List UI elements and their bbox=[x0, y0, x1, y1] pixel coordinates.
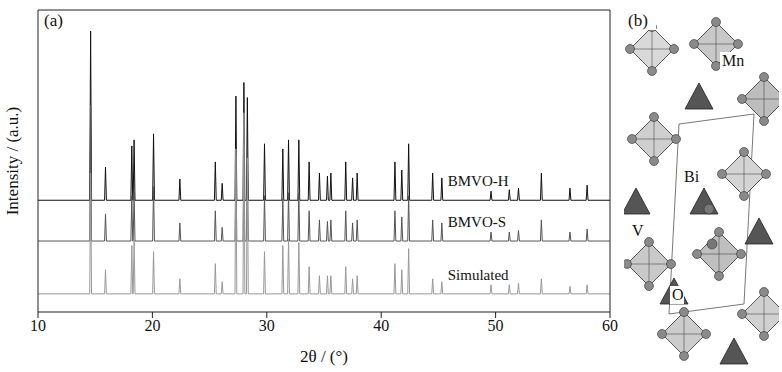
svg-text:2θ / (°): 2θ / (°) bbox=[300, 347, 348, 366]
svg-text:50: 50 bbox=[488, 317, 504, 334]
svg-text:BMVO-S: BMVO-S bbox=[448, 214, 506, 230]
svg-text:60: 60 bbox=[602, 317, 618, 334]
svg-text:Bi: Bi bbox=[684, 168, 700, 185]
svg-text:BMVO-H: BMVO-H bbox=[448, 173, 509, 189]
svg-text:V: V bbox=[632, 222, 644, 239]
svg-text:40: 40 bbox=[373, 317, 389, 334]
svg-text:(b): (b) bbox=[628, 11, 648, 30]
svg-text:10: 10 bbox=[30, 317, 46, 334]
svg-text:20: 20 bbox=[144, 317, 160, 334]
svg-text:Intensity / (a.u.): Intensity / (a.u.) bbox=[3, 107, 22, 216]
html-text:(a): (a) bbox=[44, 11, 63, 30]
svg-text:O: O bbox=[672, 286, 684, 303]
svg-text:30: 30 bbox=[259, 317, 275, 334]
svg-text:Simulated: Simulated bbox=[448, 267, 509, 283]
svg-text:Mn: Mn bbox=[722, 52, 744, 69]
